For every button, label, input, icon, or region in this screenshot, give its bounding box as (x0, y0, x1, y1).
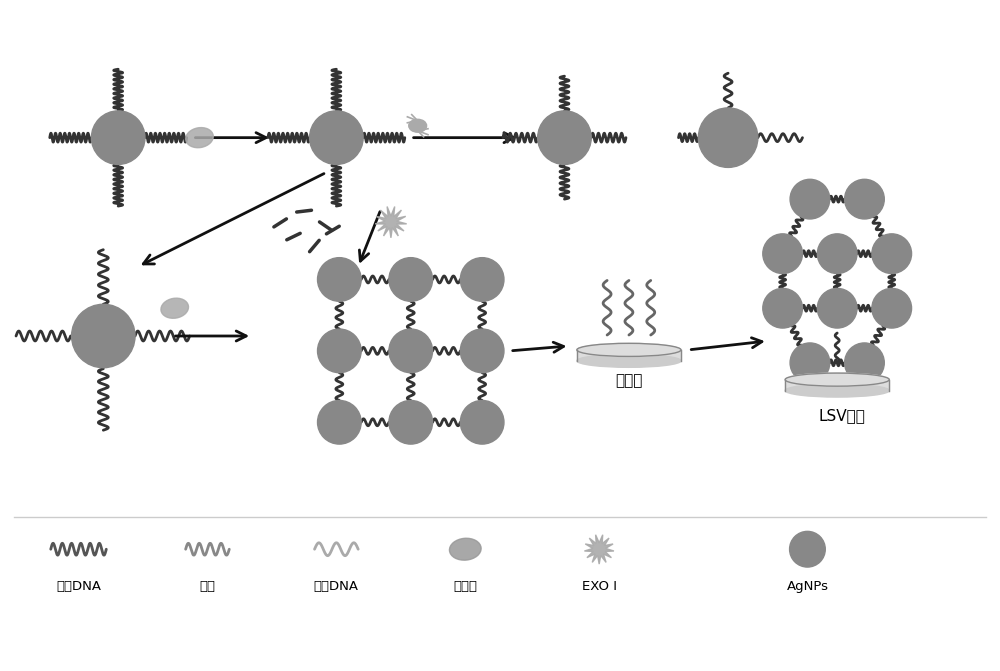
Circle shape (872, 234, 912, 274)
Text: 金电极: 金电极 (615, 372, 643, 388)
Circle shape (790, 531, 825, 567)
Ellipse shape (161, 298, 188, 318)
Circle shape (763, 289, 802, 328)
Circle shape (763, 234, 802, 274)
Circle shape (538, 111, 591, 164)
Text: 适体: 适体 (199, 580, 215, 593)
Circle shape (72, 304, 135, 368)
Polygon shape (375, 207, 407, 238)
Circle shape (817, 234, 857, 274)
Ellipse shape (577, 354, 681, 367)
Circle shape (845, 343, 884, 382)
Ellipse shape (785, 373, 889, 386)
Ellipse shape (186, 127, 213, 148)
Circle shape (389, 329, 433, 372)
Text: LSV检测: LSV检测 (819, 409, 866, 423)
Circle shape (318, 401, 361, 444)
Ellipse shape (449, 538, 481, 560)
Circle shape (790, 343, 830, 382)
Circle shape (310, 111, 363, 164)
Text: 互补DNA: 互补DNA (314, 580, 359, 593)
Ellipse shape (409, 119, 427, 132)
Circle shape (845, 179, 884, 219)
Circle shape (817, 289, 857, 328)
Circle shape (460, 401, 504, 444)
Bar (577, 350, 681, 361)
Text: EXO I: EXO I (582, 580, 617, 593)
Ellipse shape (577, 344, 681, 356)
Text: 目标物: 目标物 (453, 580, 477, 593)
Polygon shape (584, 535, 614, 564)
Circle shape (698, 108, 758, 167)
Circle shape (790, 179, 830, 219)
Circle shape (872, 289, 912, 328)
Circle shape (460, 258, 504, 301)
Text: 捕获DNA: 捕获DNA (56, 580, 101, 593)
Circle shape (389, 401, 433, 444)
Text: AgNPs: AgNPs (786, 580, 828, 593)
Circle shape (91, 111, 145, 164)
Circle shape (389, 258, 433, 301)
Circle shape (318, 258, 361, 301)
Ellipse shape (785, 384, 889, 397)
Circle shape (318, 329, 361, 372)
Bar (785, 380, 889, 391)
Circle shape (460, 329, 504, 372)
